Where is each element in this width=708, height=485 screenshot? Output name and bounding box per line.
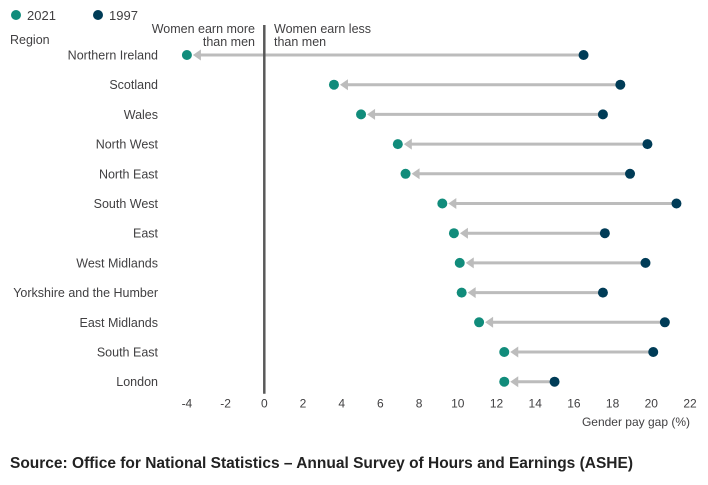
arrows bbox=[192, 49, 677, 388]
category-label-east: East bbox=[133, 227, 159, 241]
category-label-north-east: North East bbox=[99, 167, 159, 181]
arrow-head-wales bbox=[367, 108, 376, 120]
x-axis-ticks: -4 -2 0 2 4 6 8 10 12 14 16 18 20 22 bbox=[182, 397, 697, 411]
category-label-east-midlands: East Midlands bbox=[79, 316, 158, 330]
point-2021-north-east bbox=[400, 168, 411, 179]
x-tick-label: 12 bbox=[490, 397, 504, 411]
x-tick-label: 14 bbox=[529, 397, 543, 411]
category-label-wales: Wales bbox=[124, 108, 158, 122]
point-1997-west-midlands bbox=[640, 257, 651, 268]
point-2021-yorkshire-and-the-humber bbox=[456, 287, 467, 298]
point-1997-north-west bbox=[642, 139, 653, 150]
annotation-left-line-2: than men bbox=[203, 35, 255, 49]
x-tick-label: 18 bbox=[606, 397, 620, 411]
x-tick-label: 22 bbox=[683, 397, 697, 411]
x-tick-label: 6 bbox=[377, 397, 384, 411]
category-label-northern-ireland: Northern Ireland bbox=[68, 49, 158, 63]
arrow-head-east bbox=[459, 227, 468, 239]
arrow-head-north-west bbox=[403, 138, 412, 150]
category-label-west-midlands: West Midlands bbox=[76, 256, 158, 270]
point-1997-east bbox=[599, 228, 610, 239]
point-2021-west-midlands bbox=[454, 257, 465, 268]
point-1997-northern-ireland bbox=[578, 50, 589, 60]
arrow-head-north-east bbox=[411, 168, 420, 180]
point-2021-east-midlands bbox=[474, 317, 485, 328]
arrow-head-west-midlands bbox=[465, 257, 474, 269]
x-tick-label: 4 bbox=[338, 397, 345, 411]
x-tick-label: -4 bbox=[182, 397, 193, 411]
annotation-right-line-2: than men bbox=[274, 35, 326, 49]
category-label-london: London bbox=[116, 375, 158, 389]
x-tick-label: 20 bbox=[645, 397, 659, 411]
legend: 2021 1997 bbox=[11, 8, 138, 23]
point-2021-south-east bbox=[499, 347, 510, 357]
point-1997-yorkshire-and-the-humber bbox=[597, 287, 608, 298]
arrow-head-scotland bbox=[339, 79, 348, 91]
legend-label-1997: 1997 bbox=[109, 8, 138, 23]
point-1997-south-west bbox=[671, 198, 682, 209]
data-points bbox=[181, 50, 682, 387]
x-tick-label: 2 bbox=[300, 397, 307, 411]
source-note: Source: Office for National Statistics –… bbox=[10, 455, 633, 472]
legend-marker-2021 bbox=[11, 10, 21, 20]
point-1997-east-midlands bbox=[659, 317, 670, 328]
category-label-south-east: South East bbox=[97, 346, 159, 360]
x-axis-label: Gender pay gap (%) bbox=[582, 415, 690, 429]
point-2021-east bbox=[448, 228, 459, 239]
legend-marker-1997 bbox=[93, 10, 103, 20]
arrow-head-northern-ireland bbox=[192, 49, 201, 61]
x-tick-label: 16 bbox=[567, 397, 581, 411]
category-label-south-west: South West bbox=[94, 197, 159, 211]
arrow-head-east-midlands bbox=[485, 316, 494, 328]
point-2021-london bbox=[499, 376, 510, 387]
point-2021-south-west bbox=[437, 198, 448, 209]
x-tick-label: 10 bbox=[451, 397, 465, 411]
point-1997-london bbox=[549, 376, 560, 387]
point-1997-wales bbox=[597, 109, 608, 120]
point-2021-north-west bbox=[392, 139, 403, 150]
point-2021-northern-ireland bbox=[181, 50, 192, 60]
category-label-yorkshire-and-the-humber: Yorkshire and the Humber bbox=[13, 286, 158, 300]
category-labels: Northern Ireland Scotland Wales North West N… bbox=[13, 49, 158, 390]
legend-label-2021: 2021 bbox=[27, 8, 56, 23]
x-tick-label: 8 bbox=[416, 397, 423, 411]
arrow-head-london bbox=[510, 376, 519, 388]
annotation-right: Women earn less than men bbox=[274, 22, 371, 49]
annotation-left: Women earn more than men bbox=[152, 22, 255, 49]
category-label-scotland: Scotland bbox=[109, 78, 158, 92]
x-tick-label: -2 bbox=[220, 397, 231, 411]
annotation-right-line-1: Women earn less bbox=[274, 22, 371, 36]
y-axis-title: Region bbox=[10, 33, 50, 47]
x-tick-label: 0 bbox=[261, 397, 268, 411]
arrow-head-south-east bbox=[510, 346, 519, 358]
dumbbell-chart: 2021 1997 Region Women earn more than me… bbox=[10, 8, 697, 429]
annotation-left-line-1: Women earn more bbox=[152, 22, 255, 36]
arrow-head-south-west bbox=[448, 198, 457, 209]
category-label-north-west: North West bbox=[96, 138, 159, 152]
point-1997-north-east bbox=[625, 168, 636, 179]
point-1997-scotland bbox=[615, 79, 626, 90]
point-2021-wales bbox=[356, 109, 367, 120]
point-1997-south-east bbox=[648, 347, 659, 357]
arrow-head-yorkshire-and-the-humber bbox=[467, 287, 476, 299]
point-2021-scotland bbox=[328, 79, 339, 90]
